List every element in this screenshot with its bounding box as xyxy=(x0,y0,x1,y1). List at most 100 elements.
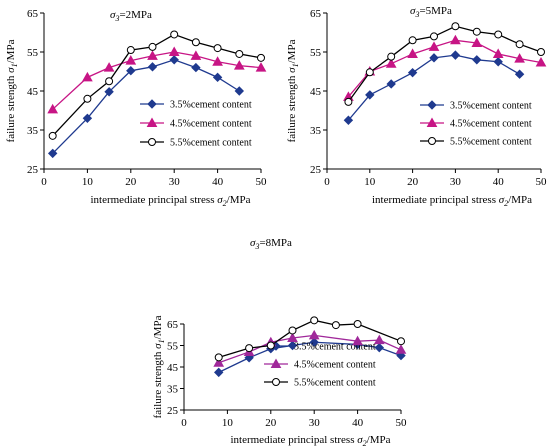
x-tick-label: 10 xyxy=(222,417,234,429)
data-point xyxy=(148,42,157,51)
x-tick-label: 50 xyxy=(396,417,408,429)
series-triangle xyxy=(47,46,267,114)
series-triangle xyxy=(343,34,547,101)
y-tick-label: 45 xyxy=(167,362,179,374)
data-point xyxy=(191,38,200,47)
data-point xyxy=(310,316,319,325)
data-point xyxy=(82,113,93,124)
legend-label: 4.5%cement content xyxy=(170,119,252,130)
x-tick-label: 0 xyxy=(181,417,187,429)
series-diamond xyxy=(343,50,525,125)
legend-entry: 3.5%cement content xyxy=(140,99,252,111)
legend-entry: 4.5%cement content xyxy=(140,117,252,130)
data-point xyxy=(214,367,224,378)
legend-label: 3.5%cement content xyxy=(450,101,532,112)
data-point xyxy=(353,320,362,328)
data-point xyxy=(343,115,354,125)
data-point xyxy=(126,66,136,76)
series-line xyxy=(52,33,262,137)
series-circle xyxy=(214,316,405,362)
chart-panel-3: 0 10 20 30 40 50 25 35 45 55 65 σ3=8MPa intermediate… xyxy=(152,237,407,446)
data-point xyxy=(514,69,525,79)
y-tick-label: 35 xyxy=(167,384,179,396)
x-tick-label: 40 xyxy=(352,417,364,429)
data-point xyxy=(287,332,298,342)
data-point xyxy=(147,50,158,60)
data-point xyxy=(471,37,483,48)
data-point xyxy=(257,53,265,62)
data-point xyxy=(397,337,405,346)
chart-title: σ3=2MPa xyxy=(110,9,152,23)
y-tick-label: 65 xyxy=(167,319,179,331)
data-point xyxy=(308,329,320,340)
data-point xyxy=(537,48,545,56)
x-tick-label: 50 xyxy=(256,176,268,188)
data-point xyxy=(331,321,340,330)
x-axis-label: intermediate principal stress σ2/MPa xyxy=(90,194,250,208)
x-tick-label: 30 xyxy=(169,176,181,188)
data-point xyxy=(430,32,438,41)
data-point xyxy=(472,55,482,65)
x-tick-label: 20 xyxy=(407,176,419,188)
chart-title: σ3=8MPa xyxy=(250,237,292,251)
x-tick-label: 0 xyxy=(41,176,47,188)
legend-marker xyxy=(428,137,436,145)
x-tick-label: 0 xyxy=(324,176,330,188)
data-point xyxy=(395,344,407,354)
data-point xyxy=(407,67,418,78)
data-point xyxy=(104,87,114,97)
legend-entry: 3.5%cement content xyxy=(420,100,532,112)
legend-label: 4.5%cement content xyxy=(450,119,532,130)
data-point xyxy=(451,22,460,31)
legend-marker xyxy=(270,358,282,368)
legend-label: 5.5%cement content xyxy=(450,137,532,148)
y-tick-label: 35 xyxy=(27,125,39,137)
data-point xyxy=(428,41,440,51)
data-point xyxy=(407,48,418,58)
x-axis-label: intermediate principal stress σ2/MPa xyxy=(372,194,532,208)
legend-label: 3.5%cement content xyxy=(294,342,376,353)
data-point xyxy=(191,62,201,73)
legend-marker xyxy=(426,117,438,127)
data-point xyxy=(170,30,179,39)
data-point xyxy=(450,50,461,60)
legend-entry: 5.5%cement content xyxy=(264,378,376,389)
data-point xyxy=(493,57,503,67)
x-axis-label: intermediate principal stress σ2/MPa xyxy=(230,434,390,446)
data-point xyxy=(287,340,298,351)
data-point xyxy=(365,68,374,77)
legend-label: 3.5%cement content xyxy=(170,100,252,111)
y-tick-label: 55 xyxy=(167,341,179,353)
data-point xyxy=(147,62,158,72)
legend-entry: 5.5%cement content xyxy=(140,138,252,149)
data-point xyxy=(214,353,223,362)
data-point xyxy=(212,56,223,66)
x-tick-label: 40 xyxy=(493,176,505,188)
data-point xyxy=(48,131,57,140)
legend-label: 5.5%cement content xyxy=(170,138,252,149)
data-point xyxy=(514,53,525,63)
series-circle xyxy=(344,22,545,106)
chart-title: σ3=5MPa xyxy=(410,5,452,19)
y-axis-label: failure strength σ1/MPa xyxy=(5,39,19,142)
y-tick-label: 55 xyxy=(310,47,322,59)
chart-panel-1: 0 10 20 30 40 50 25 35 45 55 65 σ3=2MPa intermediate… xyxy=(5,8,267,208)
y-tick-label: 25 xyxy=(310,164,322,176)
data-point xyxy=(190,50,202,60)
data-point xyxy=(288,326,297,335)
data-point xyxy=(309,337,319,347)
data-point xyxy=(105,77,114,86)
y-tick-label: 65 xyxy=(310,8,322,20)
data-point xyxy=(429,53,439,63)
data-point xyxy=(408,36,417,45)
data-point xyxy=(103,62,115,72)
data-point xyxy=(387,52,396,61)
y-tick-label: 25 xyxy=(27,164,39,176)
x-tick-label: 30 xyxy=(309,417,321,429)
data-point xyxy=(344,97,353,106)
legend-label: 5.5%cement content xyxy=(294,378,376,389)
series-triangle xyxy=(213,329,407,367)
series-line xyxy=(347,39,542,98)
series-line xyxy=(218,334,402,364)
data-point xyxy=(83,94,92,103)
